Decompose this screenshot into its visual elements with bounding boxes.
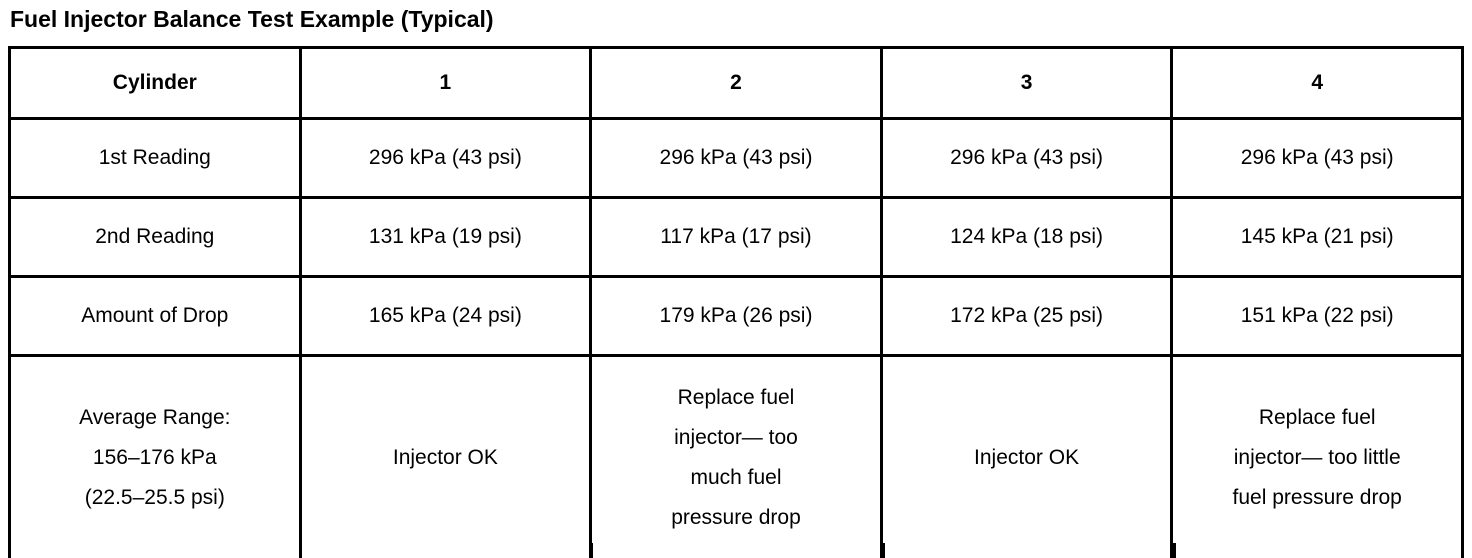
- header-cell-4: 4: [1170, 46, 1464, 120]
- table-cell: 131 kPa (19 psi): [298, 196, 593, 278]
- table-cell: 296 kPa (43 psi): [589, 117, 883, 199]
- column-border-stub: [881, 543, 1173, 558]
- column-border-stub: [590, 543, 881, 558]
- column-border-stub: [299, 543, 590, 558]
- header-cell-3: 3: [879, 46, 1174, 120]
- table-row: 1st Reading 296 kPa (43 psi) 296 kPa (43…: [8, 117, 1464, 199]
- table-header-row: Cylinder 1 2 3 4: [8, 46, 1464, 120]
- header-cell-cylinder: Cylinder: [8, 46, 302, 120]
- table-cell: Injector OK: [298, 354, 593, 558]
- header-cell-2: 2: [589, 46, 883, 120]
- row-label: Amount of Drop: [8, 275, 302, 357]
- row-label: Average Range: 156–176 kPa (22.5–25.5 ps…: [8, 354, 302, 558]
- table-row: 2nd Reading 131 kPa (19 psi) 117 kPa (17…: [8, 196, 1464, 278]
- table-cell: 117 kPa (17 psi): [589, 196, 883, 278]
- table-cell: Injector OK: [879, 354, 1174, 558]
- table-cell: 165 kPa (24 psi): [298, 275, 593, 357]
- table-cell: Replace fuel injector— too little fuel p…: [1170, 354, 1464, 558]
- row-label: 2nd Reading: [8, 196, 302, 278]
- table-row: Amount of Drop 165 kPa (24 psi) 179 kPa …: [8, 275, 1464, 357]
- table-cell: 151 kPa (22 psi): [1170, 275, 1464, 357]
- table-cell: 172 kPa (25 psi): [879, 275, 1174, 357]
- table-cell: 124 kPa (18 psi): [879, 196, 1174, 278]
- table-cell: 296 kPa (43 psi): [879, 117, 1174, 199]
- table-cell: 179 kPa (26 psi): [589, 275, 883, 357]
- table-cell: 296 kPa (43 psi): [1170, 117, 1464, 199]
- header-cell-1: 1: [298, 46, 593, 120]
- cutoff-next-row-borders: [8, 543, 1464, 558]
- column-border-stub: [1172, 543, 1464, 558]
- table-cell: Replace fuel injector— too much fuel pre…: [589, 354, 883, 558]
- table-cell: 296 kPa (43 psi): [298, 117, 593, 199]
- row-label: 1st Reading: [8, 117, 302, 199]
- page-title: Fuel Injector Balance Test Example (Typi…: [10, 6, 494, 32]
- table-cell: 145 kPa (21 psi): [1170, 196, 1464, 278]
- column-border-stub: [8, 543, 299, 558]
- table-row: Average Range: 156–176 kPa (22.5–25.5 ps…: [8, 354, 1464, 558]
- fuel-injector-balance-table: Cylinder 1 2 3 4 1st Reading 296 kPa (43…: [8, 46, 1464, 558]
